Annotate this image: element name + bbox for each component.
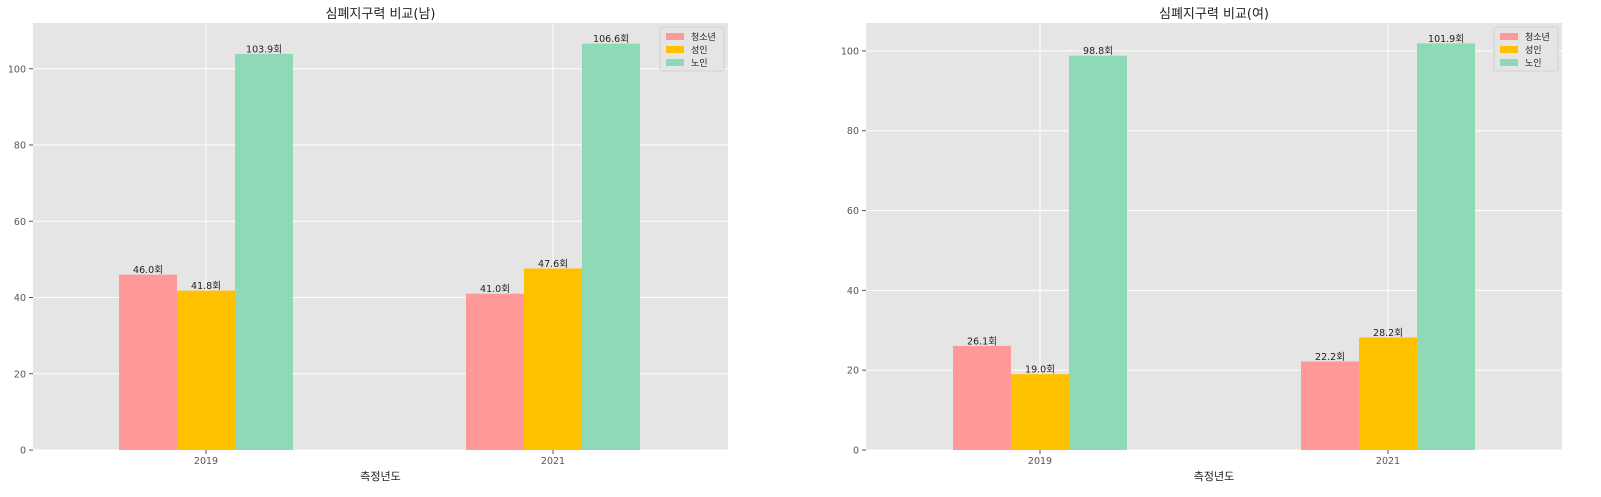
legend-swatch	[1500, 46, 1518, 53]
x-tick-label: 2021	[1376, 456, 1400, 467]
y-tick-label: 80	[847, 126, 859, 137]
x-tick-label: 2021	[541, 456, 565, 467]
x-axis-label: 측정년도	[360, 470, 400, 483]
bar-data-label: 106.6회	[593, 34, 629, 45]
y-tick-label: 40	[847, 286, 859, 297]
bar-노인-2019	[1069, 55, 1127, 451]
y-tick-label: 0	[853, 446, 859, 457]
x-axis-label: 측정년도	[1194, 470, 1234, 483]
bar-data-label: 46.0회	[133, 265, 163, 276]
bar-data-label: 41.8회	[191, 281, 221, 292]
legend-swatch	[1500, 33, 1518, 40]
bar-data-label: 26.1회	[967, 336, 997, 347]
bar-청소년-2019	[953, 345, 1011, 450]
chart-title: 심폐지구력 비교(여)	[1159, 7, 1269, 22]
y-tick-label: 20	[14, 369, 26, 380]
legend-swatch	[666, 33, 684, 40]
y-tick-label: 20	[847, 366, 859, 377]
bar-노인-2021	[582, 43, 640, 451]
legend-swatch	[1500, 59, 1518, 66]
bar-청소년-2021	[1301, 361, 1359, 450]
bar-청소년-2021	[466, 293, 524, 450]
bar-청소년-2019	[119, 274, 177, 450]
x-tick-label: 2019	[194, 456, 218, 467]
bar-data-label: 22.2회	[1315, 352, 1345, 363]
y-tick-label: 100	[8, 64, 26, 75]
bar-성인-2021	[524, 268, 582, 450]
bar-data-label: 101.9회	[1428, 34, 1464, 45]
legend-label: 노인	[1525, 58, 1542, 69]
y-tick-label: 40	[14, 293, 26, 304]
chart-panel-2: 0 20 40 60 80 100 26.1회 22.2회 19.0회 28.2회 98.8회 101…	[841, 7, 1562, 483]
y-tick-label: 60	[14, 217, 26, 228]
legend-swatch	[666, 59, 684, 66]
chart-title: 심폐지구력 비교(남)	[326, 7, 436, 22]
legend-label: 성인	[1525, 45, 1542, 56]
legend-label: 청소년	[691, 32, 716, 43]
bar-data-label: 41.0회	[480, 284, 510, 295]
x-tick-label: 2019	[1028, 456, 1052, 467]
bar-data-label: 19.0회	[1025, 365, 1055, 376]
bar-노인-2021	[1417, 43, 1475, 451]
bar-data-label: 98.8회	[1083, 46, 1113, 57]
legend-label: 성인	[691, 45, 708, 56]
legend-label: 청소년	[1525, 32, 1550, 43]
bar-data-label: 103.9회	[246, 44, 282, 55]
y-tick-label: 0	[20, 446, 26, 457]
legend-label: 노인	[691, 58, 708, 69]
bar-data-label: 47.6회	[538, 259, 568, 270]
bar-성인-2019	[1011, 374, 1069, 450]
bar-성인-2021	[1359, 337, 1417, 450]
legend-swatch	[666, 46, 684, 53]
y-tick-label: 60	[847, 206, 859, 217]
bar-성인-2019	[177, 290, 235, 450]
bar-data-label: 28.2회	[1373, 328, 1403, 339]
y-tick-label: 80	[14, 141, 26, 152]
bar-노인-2019	[235, 53, 293, 450]
chart-panel-1: 0 20 40 60 80 100 46.0회 41.0회 41.8회 47.6회 103.9회 10…	[8, 7, 728, 483]
y-tick-label: 100	[841, 46, 859, 57]
